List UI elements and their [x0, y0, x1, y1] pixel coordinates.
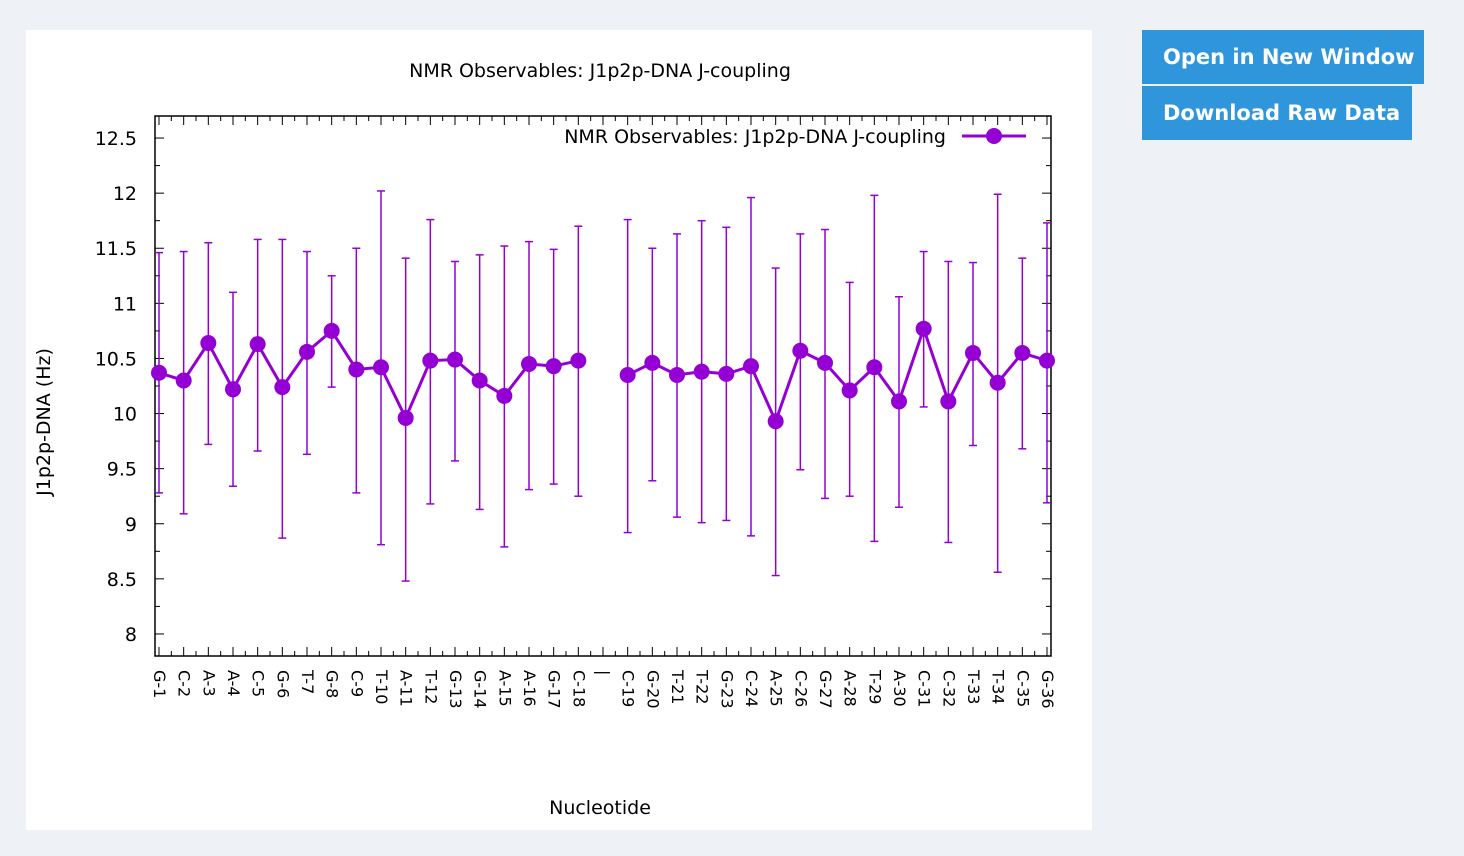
x-tick-label: C-18: [569, 670, 588, 707]
data-point: [767, 413, 784, 430]
open-in-new-window-button[interactable]: Open in New Window: [1142, 30, 1424, 84]
x-tick-label: G-1: [150, 670, 169, 698]
data-point: [249, 336, 266, 353]
y-tick-label: 11: [113, 293, 137, 315]
x-tick-label: T-7: [298, 669, 317, 694]
x-tick-label: G-27: [816, 670, 835, 709]
j-coupling-chart: NMR Observables: J1p2p-DNA J-coupling Nu…: [33, 60, 1057, 819]
x-tick-label: C-24: [742, 670, 761, 707]
chart-panel: NMR Observables: J1p2p-DNA J-coupling Nu…: [26, 30, 1092, 830]
x-tick-label: C-19: [619, 670, 638, 707]
data-point: [792, 342, 809, 359]
x-tick-label: T-21: [668, 669, 687, 704]
data-point: [841, 382, 858, 399]
data-point: [989, 374, 1006, 391]
x-axis-label: Nucleotide: [549, 797, 651, 819]
x-tick-label: C-35: [1013, 670, 1032, 707]
data-point: [496, 387, 513, 404]
legend-label: NMR Observables: J1p2p-DNA J-coupling: [564, 126, 946, 148]
data-point: [1039, 352, 1055, 369]
x-tick-label: A-3: [199, 670, 218, 697]
x-tick-label: C-26: [791, 670, 810, 707]
x-tick-label: C-5: [249, 670, 268, 697]
data-point: [891, 393, 907, 410]
data-point: [422, 352, 439, 369]
x-tick-label: T-10: [372, 669, 391, 704]
data-point: [225, 381, 241, 398]
x-tick-label: T-29: [865, 669, 884, 704]
x-tick-label: G-20: [643, 670, 662, 709]
x-tick-label: A-28: [841, 670, 860, 707]
y-tick-label: 9.5: [107, 459, 137, 481]
data-point: [521, 355, 537, 372]
y-tick-label: 11.5: [95, 238, 137, 260]
x-tick-label: G-23: [717, 670, 736, 709]
data-point: [299, 343, 315, 360]
data-point: [274, 379, 291, 396]
data-point: [570, 352, 587, 369]
x-tick-label: |: [594, 670, 613, 675]
y-tick-label: 8.5: [107, 569, 137, 591]
x-tick-label: C-31: [915, 670, 934, 707]
data-point: [1014, 344, 1031, 361]
series-line: [158, 328, 579, 422]
x-tick-label: G-14: [471, 670, 490, 709]
x-tick-label: A-25: [767, 670, 786, 707]
data-point: [200, 335, 217, 352]
data-point: [471, 372, 488, 389]
y-tick-label: 10.5: [95, 348, 137, 370]
data-point: [718, 365, 735, 382]
x-tick-label: A-30: [890, 670, 909, 707]
x-tick-label: T-33: [964, 669, 983, 704]
x-tick-label: T-34: [989, 669, 1008, 704]
x-tick-label: G-17: [545, 670, 564, 709]
x-tick-label: G-13: [446, 670, 465, 709]
x-tick-label: A-15: [495, 670, 514, 707]
y-tick-label: 9: [125, 514, 137, 536]
legend-marker: [986, 128, 1002, 144]
chart-title: NMR Observables: J1p2p-DNA J-coupling: [409, 60, 791, 82]
data-point: [940, 393, 957, 410]
x-tick-label: T-22: [693, 669, 712, 704]
x-tick-label: G-36: [1038, 670, 1057, 709]
data-point: [965, 344, 981, 361]
x-tick-label: C-2: [175, 670, 194, 697]
x-tick-label: A-11: [397, 670, 416, 707]
y-tick-label: 8: [125, 624, 137, 646]
data-point: [348, 361, 365, 378]
x-tick-label: T-12: [421, 669, 440, 704]
data-point: [397, 409, 414, 426]
data-point: [915, 320, 932, 337]
data-point: [619, 366, 636, 383]
x-tick-label: C-9: [347, 670, 366, 697]
y-tick-label: 10: [113, 404, 137, 426]
y-tick-label: 12: [113, 183, 137, 205]
x-tick-label: A-4: [224, 670, 243, 697]
data-point: [447, 351, 463, 368]
y-tick-label: 12.5: [95, 128, 137, 150]
data-point: [693, 363, 710, 380]
x-tick-label: G-6: [273, 670, 292, 698]
data-point: [175, 372, 192, 389]
y-axis-label: J1p2p-DNA (Hz): [33, 348, 55, 497]
data-point: [151, 364, 167, 381]
data-point: [866, 359, 883, 376]
x-tick-label: A-16: [520, 670, 539, 707]
x-tick-label: G-8: [323, 670, 342, 698]
x-tick-label: C-32: [939, 670, 958, 707]
data-point: [644, 354, 661, 371]
data-point: [817, 354, 833, 371]
download-raw-data-button[interactable]: Download Raw Data: [1142, 86, 1412, 140]
data-point: [743, 358, 759, 375]
data-point: [373, 359, 389, 376]
data-point: [669, 366, 685, 383]
data-point: [545, 358, 562, 375]
data-point: [323, 322, 340, 339]
series-line: [627, 324, 1048, 426]
